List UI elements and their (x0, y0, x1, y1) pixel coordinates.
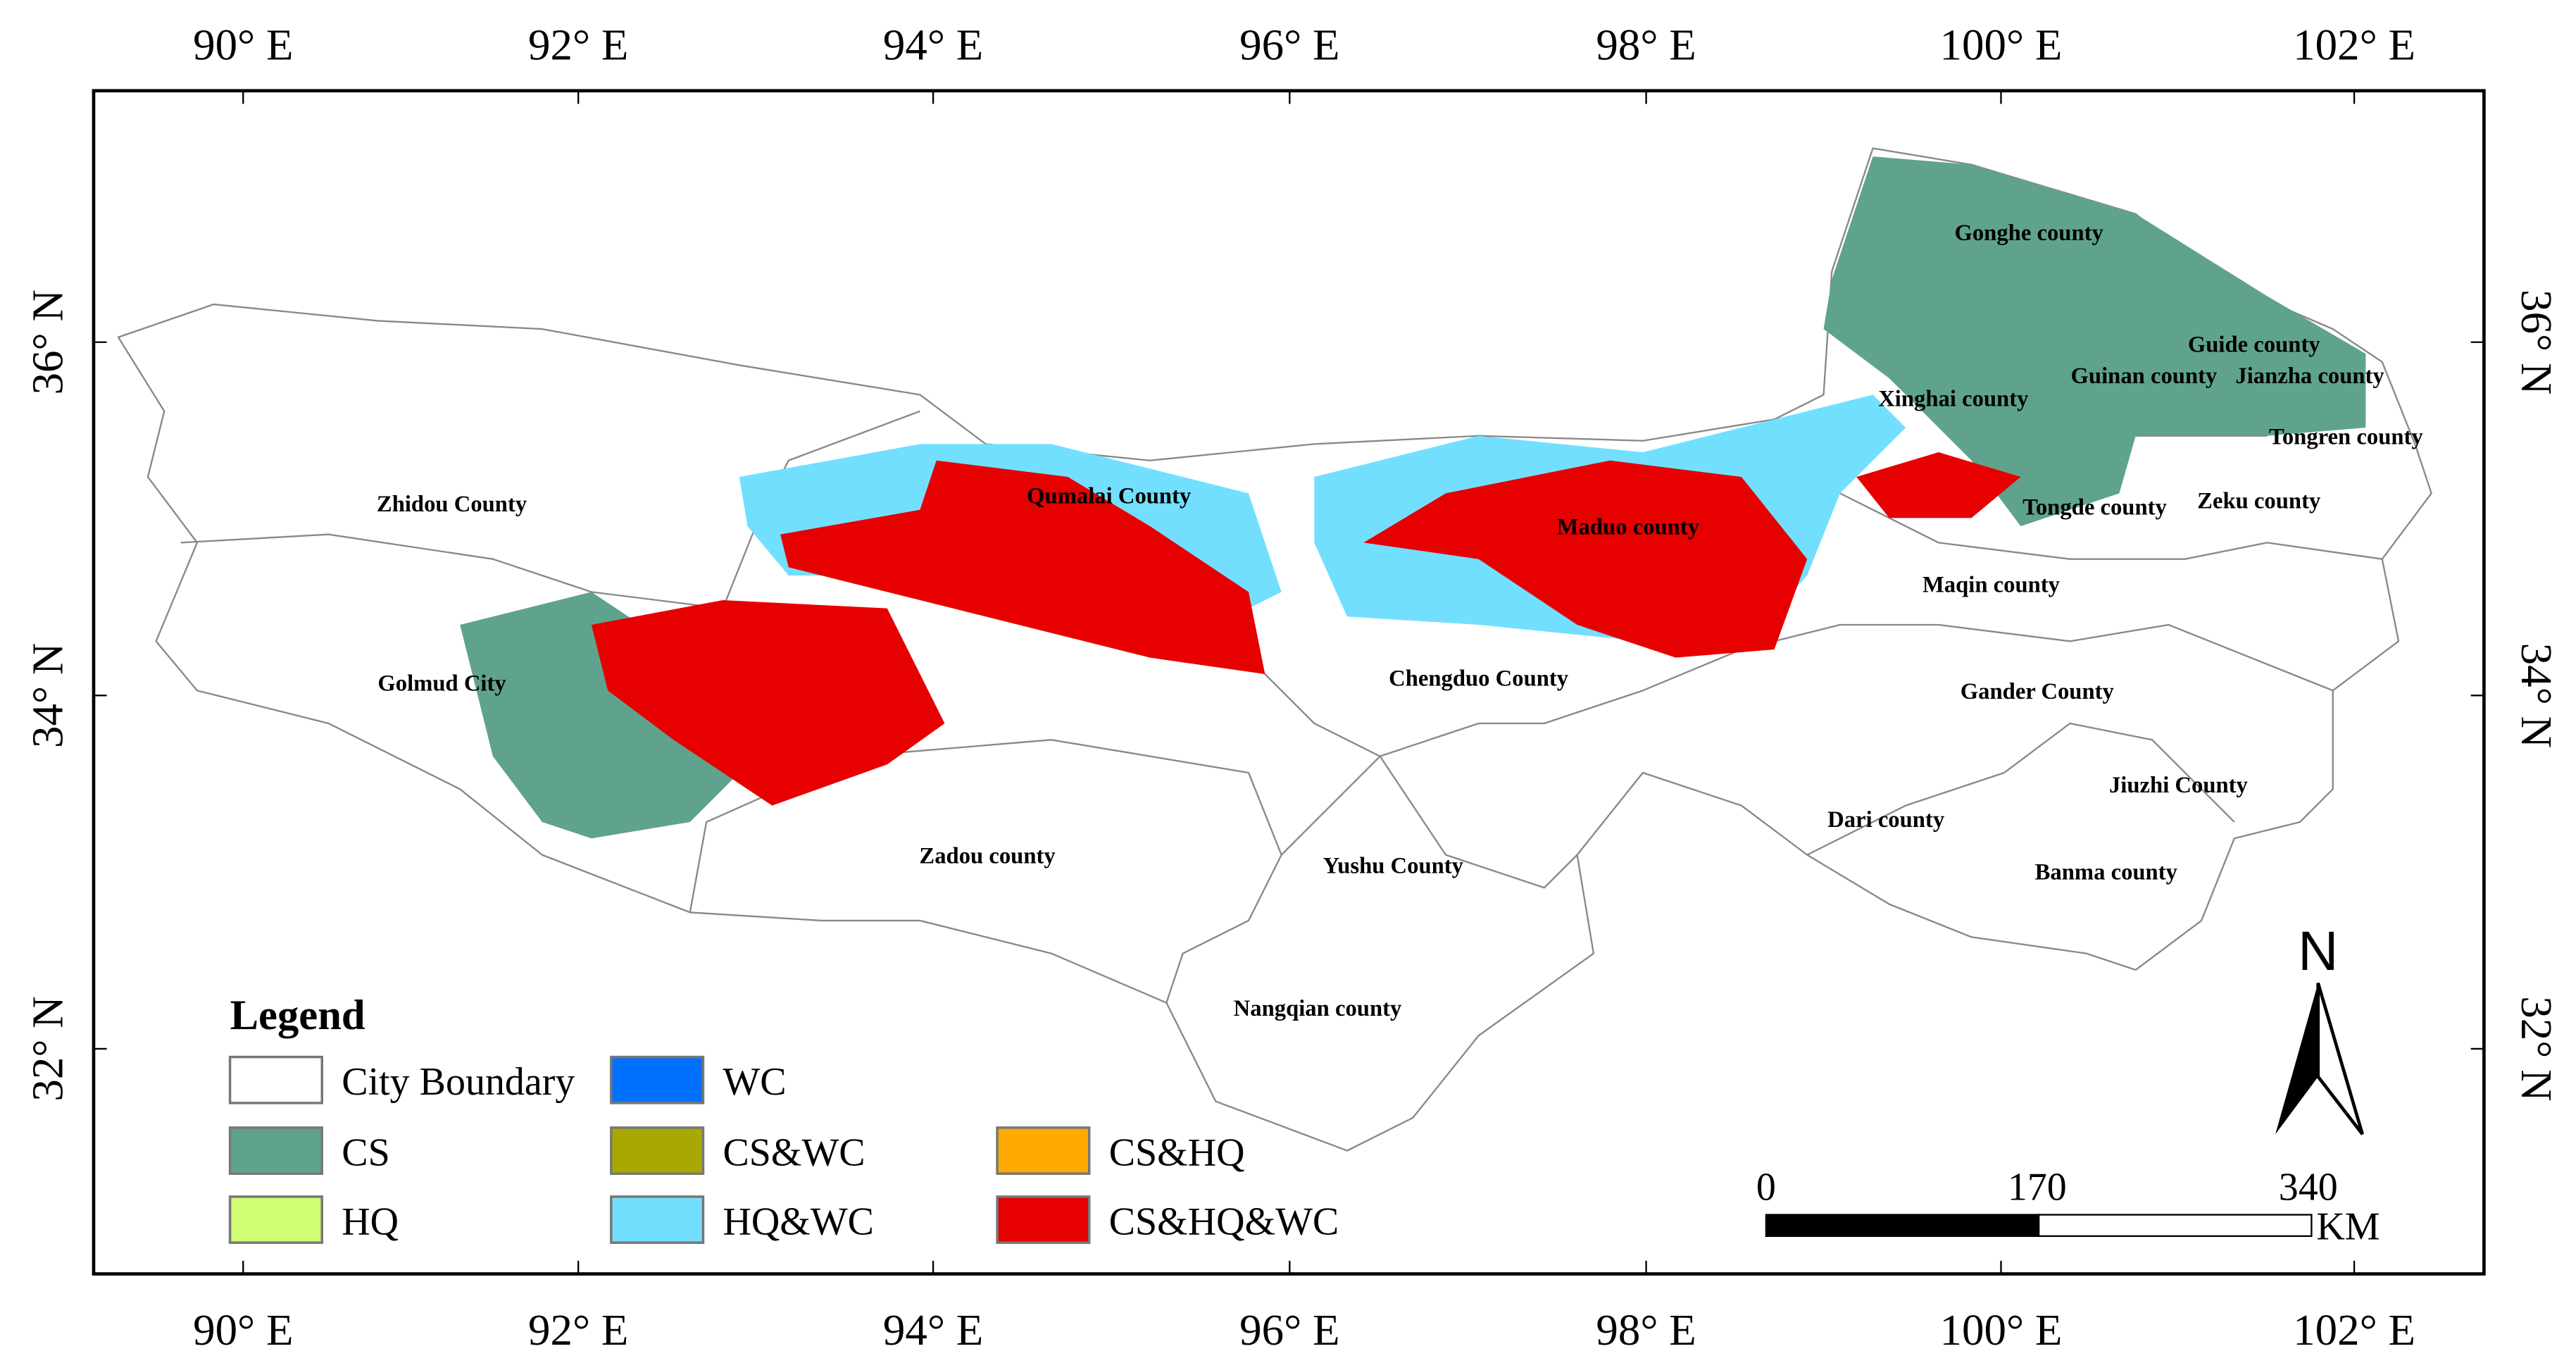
county-label: Guide county (2188, 332, 2320, 358)
county-label: Gander County (1961, 679, 2115, 704)
county-label: Banma county (2035, 860, 2178, 885)
north-arrow-right (2316, 982, 2364, 1135)
lon-label: 102° E (2293, 1305, 2415, 1355)
lat-label: 32° N (23, 996, 73, 1101)
lon-label: 90° E (193, 1305, 293, 1355)
cs-hq-wc-area (591, 600, 945, 806)
county-label: Nangqian county (1234, 996, 1402, 1021)
legend-label: CS&HQ (1109, 1131, 1245, 1175)
lon-label: 100° E (1940, 1305, 2063, 1355)
lat-label: 32° N (2512, 996, 2561, 1101)
county-label: Maduo county (1557, 515, 1700, 540)
county-label: Chengduo County (1389, 666, 1569, 691)
legend-swatch (228, 1195, 323, 1244)
county-label: Guinan county (2071, 363, 2218, 389)
legend-swatch (610, 1195, 705, 1244)
north-arrow: N (2275, 919, 2364, 1135)
lon-label: 98° E (1596, 20, 1696, 69)
lon-label: 90° E (193, 20, 293, 69)
cs-hq-wc-area (1363, 460, 1808, 658)
county-boundary (1839, 492, 2382, 560)
scale-label: 340 (2279, 1166, 2338, 1209)
county-label: Jianzha county (2235, 363, 2384, 389)
legend-label: CS&HQ&WC (1109, 1200, 1339, 1244)
lat-label: 34° N (2512, 643, 2561, 748)
legend-swatch (228, 1055, 323, 1104)
legend-title: Legend (230, 992, 365, 1039)
legend-swatch (996, 1126, 1091, 1175)
county-boundary (689, 739, 1282, 1003)
legend-swatch (996, 1195, 1091, 1244)
scale-bar-segment (1765, 1214, 2040, 1238)
county-label: Jiuzhi County (2109, 773, 2249, 798)
county-label: Tongde county (2022, 495, 2167, 521)
north-label: N (2298, 919, 2338, 982)
lat-labels-left: 36° N 34° N 32° N (23, 290, 73, 1102)
cs-hq-wc-area (780, 460, 1265, 675)
legend-label: HQ (342, 1200, 399, 1244)
lon-label: 92° E (528, 20, 628, 69)
legend-swatch (610, 1055, 705, 1104)
lon-label: 102° E (2293, 20, 2415, 69)
county-label: Zadou county (919, 843, 1056, 869)
county-boundary (1280, 755, 1578, 889)
county-boundary (1806, 722, 2235, 856)
county-label: Dari county (1827, 807, 1945, 833)
north-arrow-left (2275, 983, 2318, 1135)
lat-label: 36° N (23, 290, 73, 394)
scale-label: 0 (1756, 1166, 1776, 1209)
county-label: Yushu County (1323, 853, 1464, 878)
cs-hq-wc-area (1856, 452, 2021, 518)
county-label: Xinghai county (1878, 387, 2029, 412)
lat-label: 36° N (2512, 290, 2561, 394)
legend-label: CS&WC (723, 1131, 865, 1175)
legend-swatch (228, 1126, 323, 1175)
county-label: Maqin county (1922, 572, 2061, 597)
cs-area (1823, 156, 2366, 527)
scale-unit: KM (2316, 1205, 2380, 1249)
legend: City Boundary CS HQ WC CS&WC HQ&WC CS&HQ CS&HQ&… (228, 1055, 1339, 1244)
county-boundary (1248, 623, 2334, 757)
lat-label: 34° N (23, 643, 73, 748)
lon-label: 94° E (883, 20, 983, 69)
county-label: Gonghe county (1954, 220, 2103, 246)
legend-label: City Boundary (342, 1060, 575, 1104)
scale-bar: 0 170 340 KM (1756, 1166, 2380, 1249)
county-label: Tongren county (2269, 424, 2423, 449)
county-label: Zeku county (2197, 488, 2321, 514)
legend-label: HQ&WC (723, 1200, 874, 1244)
lat-labels-right: 36° N 34° N 32° N (2512, 290, 2561, 1102)
lon-label: 96° E (1239, 20, 1339, 69)
county-label: Zhidou County (377, 492, 527, 517)
county-label: Golmud City (377, 671, 506, 696)
scale-label: 170 (2008, 1166, 2067, 1209)
lon-label: 96° E (1239, 1305, 1339, 1355)
regions (117, 147, 2432, 1152)
scale-bar-segment (2037, 1214, 2313, 1238)
lon-label: 94° E (883, 1305, 983, 1355)
study-area (117, 147, 2432, 1152)
lon-label: 92° E (528, 1305, 628, 1355)
lon-label: 100° E (1940, 20, 2063, 69)
county-label: Qumalai County (1027, 483, 1192, 509)
lon-label: 98° E (1596, 1305, 1696, 1355)
lon-labels-bottom: 90° E 92° E 94° E 96° E 98° E 100° E 102° E (193, 1305, 2415, 1355)
legend-label: WC (723, 1060, 786, 1104)
lon-labels-top: 90° E 92° E 94° E 96° E 98° E 100° E 102° E (193, 20, 2415, 69)
county-labels: Gonghe county Guide county Guinan county Ji… (377, 220, 2423, 1021)
legend-swatch (610, 1126, 705, 1175)
legend-label: CS (342, 1131, 389, 1175)
